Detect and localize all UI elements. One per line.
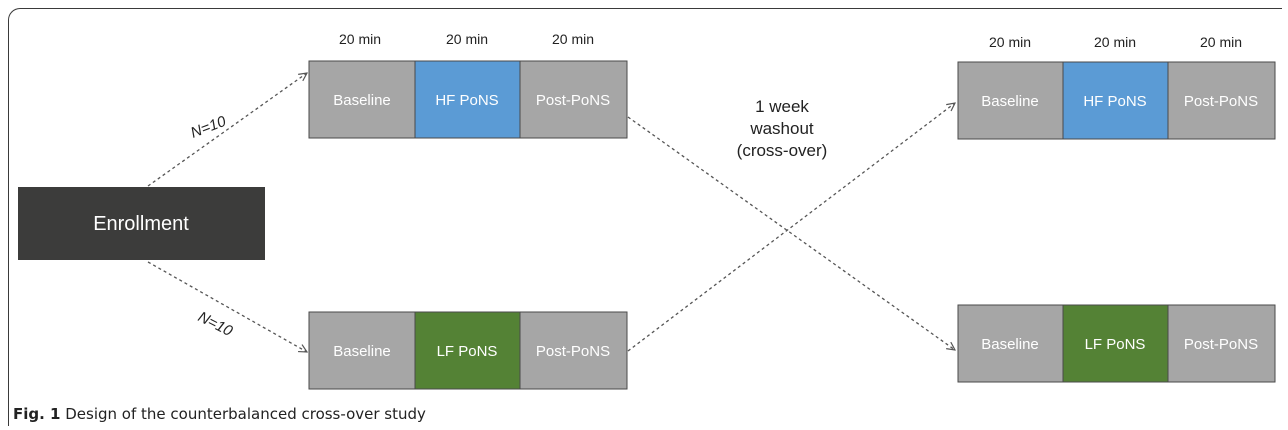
post-pons-label: Post-PoNS	[1184, 336, 1258, 353]
baseline-label: Baseline	[333, 92, 391, 109]
caption-text: Design of the counterbalanced cross-over…	[60, 405, 426, 423]
post-pons-label: Post-PoNS	[536, 343, 610, 360]
duration-label: 20 min	[989, 34, 1031, 50]
phase-row-bottom-right: Baseline LF PoNS Post-PoNS	[957, 304, 1276, 383]
arrow-crossover-down	[627, 116, 955, 350]
enrollment-label: Enrollment	[93, 213, 189, 235]
hf-pons-label: HF PoNS	[1083, 93, 1146, 110]
post-pons-block	[519, 311, 628, 390]
post-pons-block	[1167, 304, 1276, 383]
lf-pons-label: LF PoNS	[1085, 336, 1146, 353]
arm-label-top: N=10	[188, 113, 229, 142]
baseline-block	[957, 304, 1064, 383]
post-pons-block	[519, 60, 628, 139]
lf-pons-block	[414, 311, 521, 390]
hf-pons-block	[414, 60, 521, 139]
figure-frame	[8, 8, 1282, 426]
hf-pons-block	[1062, 61, 1169, 140]
enrollment-box	[18, 187, 265, 260]
figure-caption: Fig. 1 Design of the counterbalanced cro…	[13, 405, 426, 423]
lf-pons-block	[1062, 304, 1169, 383]
washout-line-2: washout	[749, 119, 814, 138]
baseline-label: Baseline	[981, 93, 1039, 110]
baseline-block	[308, 60, 416, 139]
post-pons-block	[1167, 61, 1276, 140]
caption-label: Fig. 1	[13, 405, 61, 423]
duration-label: 20 min	[1094, 34, 1136, 50]
washout-line-3: (cross-over)	[737, 141, 828, 160]
lf-pons-label: LF PoNS	[437, 343, 498, 360]
duration-label: 20 min	[552, 31, 594, 47]
arm-label-bottom: N=10	[195, 308, 236, 340]
phase-row-top-left: Baseline HF PoNS Post-PoNS	[308, 60, 628, 139]
washout-line-1: 1 week	[755, 97, 809, 116]
phase-row-top-right: Baseline HF PoNS Post-PoNS	[957, 61, 1276, 140]
hf-pons-label: HF PoNS	[435, 92, 498, 109]
baseline-label: Baseline	[981, 336, 1039, 353]
duration-label: 20 min	[1200, 34, 1242, 50]
post-pons-label: Post-PoNS	[1184, 93, 1258, 110]
duration-label: 20 min	[446, 31, 488, 47]
arrow-to-top-arm	[147, 73, 307, 187]
baseline-label: Baseline	[333, 343, 391, 360]
post-pons-label: Post-PoNS	[536, 92, 610, 109]
duration-label: 20 min	[339, 31, 381, 47]
arrow-to-bottom-arm	[147, 261, 307, 352]
baseline-block	[957, 61, 1064, 140]
arrow-crossover-up	[627, 103, 955, 352]
phase-row-bottom-left: Baseline LF PoNS Post-PoNS	[308, 311, 628, 390]
